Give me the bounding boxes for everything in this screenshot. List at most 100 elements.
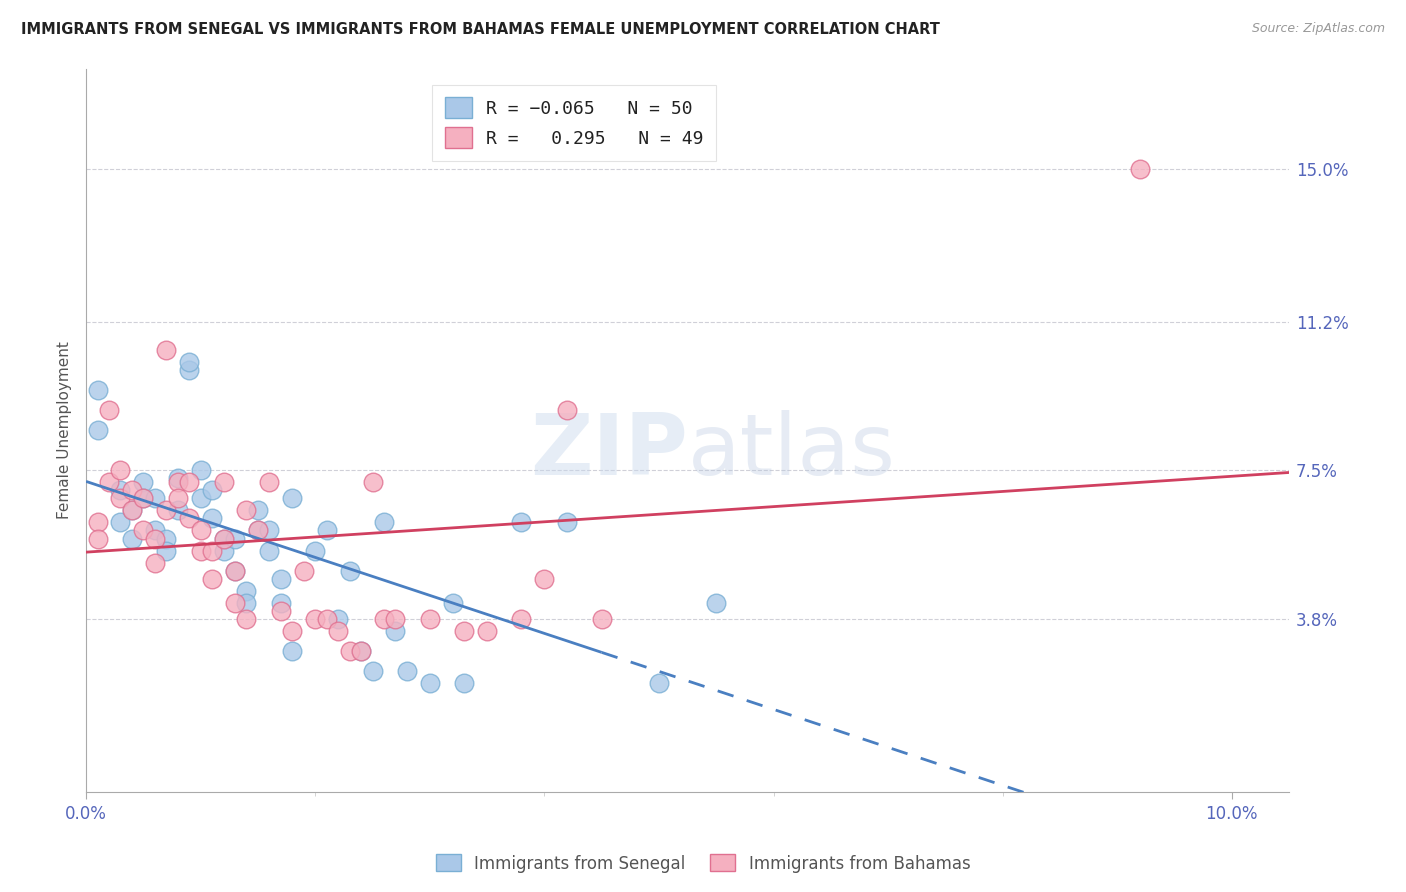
Point <box>350 644 373 658</box>
Point <box>235 583 257 598</box>
Point <box>155 532 177 546</box>
Point <box>166 471 188 485</box>
Point <box>510 612 533 626</box>
Point <box>190 543 212 558</box>
Point <box>143 524 166 538</box>
Point <box>259 475 281 490</box>
Text: ZIP: ZIP <box>530 410 688 493</box>
Point <box>201 483 224 498</box>
Point <box>166 503 188 517</box>
Point <box>201 572 224 586</box>
Text: atlas: atlas <box>688 410 896 493</box>
Point <box>373 612 395 626</box>
Point <box>179 475 201 490</box>
Point <box>86 383 108 397</box>
Point <box>591 612 613 626</box>
Point <box>555 403 578 417</box>
Point <box>86 532 108 546</box>
Point <box>110 516 132 530</box>
Point <box>246 524 269 538</box>
Point <box>304 543 326 558</box>
Point <box>1129 161 1152 176</box>
Text: Source: ZipAtlas.com: Source: ZipAtlas.com <box>1251 22 1385 36</box>
Point <box>235 503 257 517</box>
Point <box>98 475 121 490</box>
Point <box>143 532 166 546</box>
Point <box>155 503 177 517</box>
Point <box>201 511 224 525</box>
Point <box>179 355 201 369</box>
Point <box>361 475 384 490</box>
Point <box>326 612 349 626</box>
Point <box>132 491 155 506</box>
Point <box>110 491 132 506</box>
Point <box>179 511 201 525</box>
Point <box>98 403 121 417</box>
Point <box>270 604 292 618</box>
Point <box>326 624 349 638</box>
Point <box>121 503 143 517</box>
Point <box>121 503 143 517</box>
Point <box>201 543 224 558</box>
Point <box>155 543 177 558</box>
Point <box>155 343 177 357</box>
Point <box>190 463 212 477</box>
Point <box>235 612 257 626</box>
Point <box>166 491 188 506</box>
Point <box>86 516 108 530</box>
Point <box>246 503 269 517</box>
Point <box>121 532 143 546</box>
Point <box>259 543 281 558</box>
Legend: Immigrants from Senegal, Immigrants from Bahamas: Immigrants from Senegal, Immigrants from… <box>429 847 977 880</box>
Y-axis label: Female Unemployment: Female Unemployment <box>58 341 72 519</box>
Point <box>304 612 326 626</box>
Point <box>441 596 464 610</box>
Point <box>648 676 671 690</box>
Point <box>533 572 555 586</box>
Point <box>143 556 166 570</box>
Point <box>475 624 498 638</box>
Point <box>166 475 188 490</box>
Point <box>132 524 155 538</box>
Point <box>373 516 395 530</box>
Point <box>270 596 292 610</box>
Point <box>212 543 235 558</box>
Point <box>143 491 166 506</box>
Point <box>212 532 235 546</box>
Point <box>339 644 361 658</box>
Point <box>350 644 373 658</box>
Point <box>384 624 406 638</box>
Point <box>259 524 281 538</box>
Point <box>132 491 155 506</box>
Point <box>212 475 235 490</box>
Point <box>339 564 361 578</box>
Point <box>395 664 418 678</box>
Point <box>453 624 475 638</box>
Point <box>292 564 315 578</box>
Point <box>224 564 246 578</box>
Point <box>132 475 155 490</box>
Point <box>384 612 406 626</box>
Point <box>361 664 384 678</box>
Point <box>224 532 246 546</box>
Point <box>419 612 441 626</box>
Point <box>281 624 304 638</box>
Point <box>246 524 269 538</box>
Point <box>315 524 337 538</box>
Point <box>86 423 108 437</box>
Point <box>453 676 475 690</box>
Point <box>224 596 246 610</box>
Point <box>555 516 578 530</box>
Point <box>235 596 257 610</box>
Legend: R = −0.065   N = 50, R =   0.295   N = 49: R = −0.065 N = 50, R = 0.295 N = 49 <box>432 85 716 161</box>
Text: IMMIGRANTS FROM SENEGAL VS IMMIGRANTS FROM BAHAMAS FEMALE UNEMPLOYMENT CORRELATI: IMMIGRANTS FROM SENEGAL VS IMMIGRANTS FR… <box>21 22 941 37</box>
Point <box>281 491 304 506</box>
Point <box>121 483 143 498</box>
Point <box>510 516 533 530</box>
Point <box>270 572 292 586</box>
Point <box>224 564 246 578</box>
Point <box>110 483 132 498</box>
Point <box>704 596 727 610</box>
Point <box>281 644 304 658</box>
Point <box>190 491 212 506</box>
